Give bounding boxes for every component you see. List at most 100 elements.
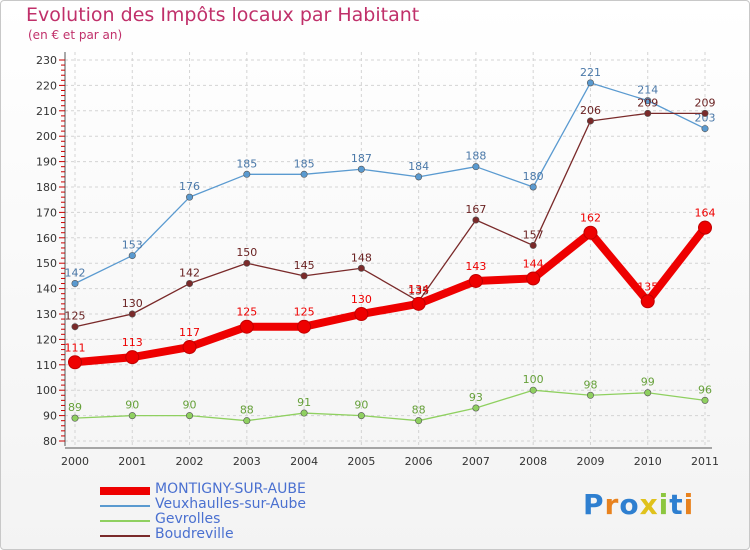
- chart-subtitle: (en € et par an): [28, 28, 123, 42]
- data-label: 209: [637, 96, 658, 109]
- data-label: 99: [641, 376, 655, 389]
- data-point: [701, 109, 709, 117]
- data-label: 125: [65, 310, 86, 323]
- data-label: 96: [698, 383, 712, 396]
- y-tick-label: 230: [36, 54, 57, 67]
- y-tick-label: 160: [36, 232, 57, 245]
- data-label: 130: [122, 297, 143, 310]
- y-tick-label: 220: [36, 79, 57, 92]
- data-point: [529, 241, 537, 249]
- data-point: [186, 280, 194, 288]
- data-label: 142: [179, 267, 200, 280]
- data-label: 185: [236, 157, 257, 170]
- data-label: 164: [695, 207, 716, 220]
- y-tick-label: 150: [36, 257, 57, 270]
- series-line-gevrolles: [74, 389, 706, 422]
- x-tick-label: 2007: [462, 455, 490, 468]
- data-label: 130: [351, 293, 372, 306]
- data-point: [128, 412, 136, 420]
- data-point: [586, 79, 594, 87]
- y-tick-label: 100: [36, 384, 57, 397]
- series-line-montigny-sur-aube: [71, 223, 709, 367]
- data-point: [472, 404, 480, 412]
- data-label: 90: [125, 399, 139, 412]
- data-label: 167: [465, 203, 486, 216]
- data-label: 100: [523, 373, 544, 386]
- logo-letter: i: [683, 488, 695, 521]
- data-label: 125: [294, 306, 315, 319]
- legend-label: Veuxhaulles-sur-Aube: [155, 496, 307, 512]
- data-point: [182, 340, 197, 355]
- data-label: 180: [523, 170, 544, 183]
- x-tick-label: 2003: [233, 455, 261, 468]
- data-point: [701, 396, 709, 404]
- data-label: 117: [179, 326, 200, 339]
- legend-label: Gevrolles: [155, 511, 221, 527]
- data-label: 143: [465, 260, 486, 273]
- data-point: [529, 386, 537, 394]
- data-label: 125: [236, 306, 257, 319]
- data-point: [300, 170, 308, 178]
- data-label: 89: [68, 401, 82, 414]
- data-label: 111: [65, 341, 86, 354]
- y-tick-label: 170: [36, 206, 57, 219]
- legend-swatch: [100, 505, 150, 507]
- y-tick-label: 110: [36, 359, 57, 372]
- data-point: [71, 414, 79, 422]
- data-label: 214: [637, 84, 658, 97]
- logo-letter: x: [639, 488, 659, 521]
- data-point: [526, 271, 541, 286]
- y-tick-label: 190: [36, 156, 57, 169]
- data-point: [357, 412, 365, 420]
- data-point: [472, 163, 480, 171]
- data-point: [415, 173, 423, 181]
- data-label: 88: [240, 404, 254, 417]
- y-tick-label: 140: [36, 283, 57, 296]
- legend-swatch: [100, 535, 150, 537]
- data-point: [128, 310, 136, 318]
- legend-label: Boudreville: [155, 526, 234, 542]
- data-label: 88: [412, 404, 426, 417]
- x-tick-label: 2006: [405, 455, 433, 468]
- data-point: [68, 355, 82, 370]
- data-label: 90: [183, 399, 197, 412]
- x-tick-label: 2000: [61, 455, 89, 468]
- data-label: 176: [179, 180, 200, 193]
- data-label: 203: [695, 112, 716, 125]
- data-point: [698, 220, 712, 235]
- data-point: [300, 272, 308, 280]
- data-label: 93: [469, 391, 483, 404]
- x-tick-label: 2009: [576, 455, 604, 468]
- y-tick-label: 200: [36, 130, 57, 143]
- data-label: 145: [294, 259, 315, 272]
- x-tick-label: 2005: [347, 455, 375, 468]
- y-tick-label: 90: [43, 410, 57, 423]
- data-point: [472, 216, 480, 224]
- y-tick-label: 120: [36, 333, 57, 346]
- x-tick-label: 2008: [519, 455, 547, 468]
- data-point: [415, 417, 423, 425]
- data-point: [701, 125, 709, 133]
- y-tick-label: 130: [36, 308, 57, 321]
- data-label: 209: [695, 96, 716, 109]
- data-point: [644, 109, 652, 117]
- logo-letter: r: [604, 488, 620, 521]
- series-line-veuxhaulles-sur-aube: [74, 82, 706, 285]
- data-label: 188: [465, 150, 486, 163]
- data-point: [354, 307, 369, 321]
- data-label: 144: [523, 257, 544, 270]
- data-point: [586, 391, 594, 399]
- data-point: [583, 225, 598, 240]
- x-tick-label: 2004: [290, 455, 318, 468]
- data-point: [644, 97, 652, 105]
- data-point: [300, 409, 308, 417]
- data-label: 153: [122, 239, 143, 252]
- x-tick-label: 2001: [118, 455, 146, 468]
- logo-letter: i: [658, 488, 670, 521]
- logo-letter: o: [619, 488, 640, 521]
- data-point: [128, 252, 136, 260]
- data-label: 113: [122, 336, 143, 349]
- x-tick-label: 2011: [691, 455, 719, 468]
- data-point: [125, 350, 140, 365]
- data-label: 221: [580, 66, 601, 79]
